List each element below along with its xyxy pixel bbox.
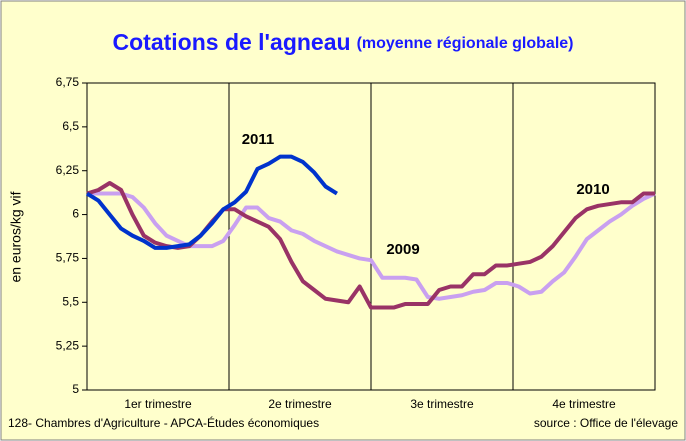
x-tick-label: 3e trimestre [410,397,474,411]
y-tick-label: 6 [72,207,79,221]
y-tick-label: 5,75 [56,251,80,265]
series-line [85,154,338,250]
y-tick-label: 6,5 [62,119,79,133]
y-tick-label: 6,25 [56,163,80,177]
y-tick-label: 6,75 [56,75,80,89]
x-tick-label: 4e trimestre [552,397,616,411]
x-tick-label: 1er trimestre [124,397,192,411]
footer-right: source : Office de l'élevage [534,416,678,430]
y-tick-label: 5,5 [62,294,79,308]
y-tick-label: 5,25 [56,338,80,352]
footer-left: 128- Chambres d'Agriculture - APCA-Étude… [8,415,319,430]
title: Cotations de l'agneau [113,29,351,55]
series-label: 2011 [242,131,275,148]
x-tick-label: 2e trimestre [268,397,332,411]
series-label: 2010 [576,181,609,198]
series-label: 2009 [386,241,419,258]
subtitle: (moyenne régionale globale) [357,35,574,52]
y-tick-label: 5 [72,382,79,396]
y-axis-label: en euros/kg vif [8,191,24,282]
chart-title: Cotations de l'agneau (moyenne régionale … [113,29,574,55]
series-line [87,191,656,301]
